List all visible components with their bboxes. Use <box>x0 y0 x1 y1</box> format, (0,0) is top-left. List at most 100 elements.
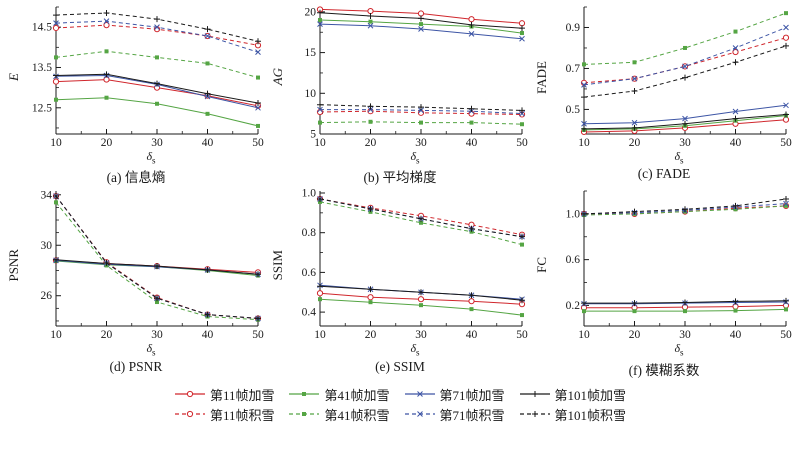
legend-label: 第71帧积雪 <box>439 407 505 423</box>
legend-item: 第71帧积雪 <box>404 405 505 424</box>
svg-text:30: 30 <box>679 329 691 341</box>
legend-label: 第41帧积雪 <box>324 407 390 423</box>
legend-line-sample <box>519 391 550 398</box>
legend-label: 第11帧加雪 <box>209 387 275 403</box>
svg-text:50: 50 <box>516 137 528 149</box>
svg-text:20: 20 <box>365 137 377 149</box>
svg-text:26: 26 <box>41 291 53 303</box>
x-axis-label-f: δs <box>674 341 684 358</box>
subplot-grid: E 12.5 13.5 14.5 10 20 30 40 50 δs (a) 信息熵 AG 5… <box>4 2 796 379</box>
legend: 第11帧加雪 第41帧加雪 第71帧加雪 第101帧加雪第11帧积雪 第41帧积雪 第71… <box>4 385 796 424</box>
svg-text:50: 50 <box>252 329 264 341</box>
legend-line-sample <box>404 411 435 418</box>
subplot-e: SSIM 0.4 0.6 0.8 1.0 10 20 30 40 50 δs (e) SSIM <box>268 186 532 378</box>
svg-text:30: 30 <box>415 329 427 341</box>
legend-item: 第101帧积雪 <box>519 405 627 424</box>
legend-item: 第41帧积雪 <box>288 405 390 424</box>
subplot-b: AG 5 10 15 20 10 20 30 40 50 δs (b) 平均梯度 <box>268 2 532 186</box>
legend-label: 第101帧积雪 <box>554 407 627 423</box>
svg-text:50: 50 <box>780 137 792 149</box>
y-axis-label-d: PSNR <box>6 249 21 282</box>
x-axis-label-c: δs <box>674 149 684 166</box>
svg-text:30: 30 <box>41 240 53 252</box>
plot-area-c: 0.5 0.7 0.9 10 20 30 40 50 <box>566 6 792 149</box>
svg-text:0.4: 0.4 <box>302 307 317 319</box>
x-axis-label-a: δs <box>146 149 156 166</box>
svg-text:10: 10 <box>578 329 590 341</box>
svg-text:30: 30 <box>151 137 163 149</box>
y-axis-label-b: AG <box>270 68 285 86</box>
legend-line-sample <box>174 391 205 398</box>
svg-text:20: 20 <box>365 329 377 341</box>
svg-text:12.5: 12.5 <box>32 102 52 114</box>
subplot-caption-a: (a) 信息熵 <box>106 170 166 186</box>
svg-text:0.2: 0.2 <box>566 300 581 312</box>
svg-text:50: 50 <box>252 137 264 149</box>
svg-text:0.6: 0.6 <box>302 267 317 279</box>
legend-line-sample <box>174 411 205 418</box>
svg-text:20: 20 <box>101 329 113 341</box>
svg-text:10: 10 <box>314 329 326 341</box>
svg-text:20: 20 <box>305 6 317 18</box>
plot-area-d: 26 30 34 10 20 30 40 50 <box>41 190 265 342</box>
svg-text:20: 20 <box>101 137 113 149</box>
legend-label: 第41帧加雪 <box>324 387 390 403</box>
svg-text:34: 34 <box>41 190 53 202</box>
x-axis-label-e: δs <box>410 341 420 358</box>
svg-text:10: 10 <box>50 329 62 341</box>
x-axis-label-b: δs <box>410 149 420 166</box>
subplot-caption-d: (d) PSNR <box>109 358 163 374</box>
svg-text:40: 40 <box>202 137 214 149</box>
svg-text:40: 40 <box>202 329 214 341</box>
legend-line-sample <box>289 412 320 417</box>
svg-text:30: 30 <box>679 137 691 149</box>
svg-text:0.6: 0.6 <box>566 255 581 267</box>
svg-text:10: 10 <box>314 137 326 149</box>
subplot-caption-c: (c) FADE <box>637 166 691 182</box>
legend-row: 第11帧积雪 第41帧积雪 第71帧积雪 第101帧积雪 <box>174 405 626 424</box>
plot-area-a: 12.5 13.5 14.5 10 20 30 40 50 <box>32 6 264 149</box>
subplot-a: E 12.5 13.5 14.5 10 20 30 40 50 δs (a) 信息熵 <box>4 2 268 186</box>
subplot-caption-b: (b) 平均梯度 <box>363 170 437 186</box>
svg-text:20: 20 <box>629 137 641 149</box>
svg-text:0.8: 0.8 <box>302 228 317 240</box>
svg-text:15: 15 <box>305 47 317 59</box>
legend-item: 第41帧加雪 <box>288 385 390 404</box>
legend-label: 第71帧加雪 <box>439 387 505 403</box>
svg-text:40: 40 <box>466 137 478 149</box>
legend-item: 第11帧加雪 <box>174 385 275 404</box>
svg-text:5: 5 <box>310 129 316 141</box>
legend-row: 第11帧加雪 第41帧加雪 第71帧加雪 第101帧加雪 <box>174 385 626 404</box>
y-axis-label-f: FC <box>534 257 549 274</box>
legend-line-sample <box>519 411 550 418</box>
svg-text:0.5: 0.5 <box>566 104 581 116</box>
legend-label: 第11帧积雪 <box>209 407 275 423</box>
svg-text:0.9: 0.9 <box>566 22 581 34</box>
subplot-caption-e: (e) SSIM <box>375 358 425 374</box>
y-axis-label-e: SSIM <box>270 250 285 281</box>
svg-text:1.0: 1.0 <box>566 209 581 221</box>
svg-text:40: 40 <box>466 329 478 341</box>
svg-text:1.0: 1.0 <box>302 188 317 200</box>
svg-text:30: 30 <box>415 137 427 149</box>
legend-line-sample <box>289 392 320 397</box>
svg-text:30: 30 <box>151 329 163 341</box>
y-axis-label-c: FADE <box>534 60 549 94</box>
y-axis-label-a: E <box>6 73 21 81</box>
svg-text:10: 10 <box>305 88 317 100</box>
legend-item: 第11帧积雪 <box>174 405 275 424</box>
svg-text:13.5: 13.5 <box>32 62 52 74</box>
svg-text:20: 20 <box>629 329 641 341</box>
legend-item: 第71帧加雪 <box>404 385 505 404</box>
svg-text:50: 50 <box>516 329 528 341</box>
svg-text:0.7: 0.7 <box>566 63 581 75</box>
subplot-f: FC 0.2 0.6 1.0 10 20 30 40 50 δs (f) 模糊系数 <box>532 186 796 378</box>
subplot-c: FADE 0.5 0.7 0.9 10 20 30 40 50 δs (c) FADE <box>532 2 796 186</box>
legend-label: 第101帧加雪 <box>554 387 627 403</box>
svg-text:10: 10 <box>50 137 62 149</box>
plot-area-e: 0.4 0.6 0.8 1.0 10 20 30 40 50 <box>302 188 528 342</box>
legend-item: 第101帧加雪 <box>519 385 627 404</box>
subplot-caption-f: (f) 模糊系数 <box>628 362 700 378</box>
